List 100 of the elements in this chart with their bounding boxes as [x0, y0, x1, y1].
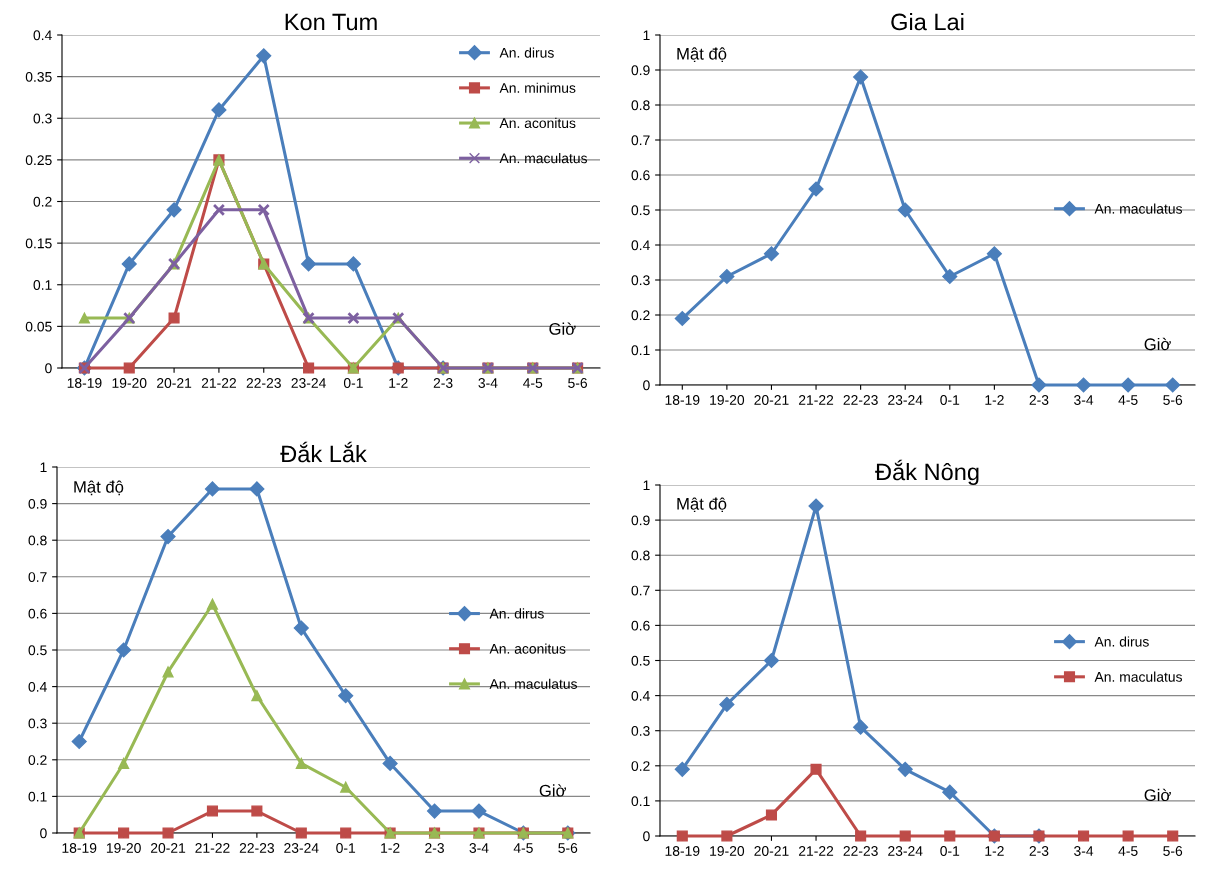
x-tick-label: 4-5 [513, 843, 533, 853]
x-tick-label: 1-2 [985, 395, 1004, 405]
y-tick-label: 0.7 [28, 572, 47, 582]
x-tick-label: 1-2 [985, 846, 1004, 856]
x-tick-label: 2-3 [1029, 846, 1049, 856]
x-tick-label: 3-4 [1074, 395, 1094, 405]
y-tick-label: 0.1 [33, 280, 52, 290]
legend-label: An. maculatus [1094, 203, 1182, 214]
y-tick-label: 0.3 [28, 718, 47, 729]
y-tick-label: 0.6 [631, 620, 650, 631]
chart-title: Đắk Lắk [280, 441, 367, 463]
x-tick-label: 0-1 [940, 395, 960, 405]
x-tick-label: 18-19 [67, 378, 102, 388]
x-tick-label: 20-21 [754, 395, 789, 405]
x-tick-label: 19-20 [710, 395, 745, 405]
x-tick-label: 1-2 [381, 843, 400, 853]
y-tick-label: 0 [643, 831, 650, 842]
y-tick-label: 0.8 [631, 100, 650, 111]
x-axis-title: Giờ [1144, 337, 1171, 351]
x-tick-label: 20-21 [754, 846, 789, 856]
x-tick-label: 2-3 [433, 378, 453, 388]
y-tick-label: 0.5 [631, 655, 650, 666]
x-tick-label: 21-22 [201, 378, 236, 388]
x-axis-title: Giờ [1144, 788, 1171, 802]
legend-label: An. minimus [499, 82, 576, 93]
y-tick-label: 0.2 [631, 761, 650, 771]
y-tick-label: 0.9 [28, 498, 47, 509]
x-tick-label: 5-6 [1163, 395, 1183, 405]
x-tick-label: 22-23 [246, 378, 281, 388]
y-tick-label: 0.5 [28, 645, 47, 656]
x-axis-title: Giờ [549, 322, 576, 335]
x-tick-label: 3-4 [469, 843, 489, 853]
legend-label: An. aconitus [499, 117, 576, 129]
x-tick-label: 5-6 [568, 378, 588, 388]
y-tick-label: 0.4 [28, 681, 47, 692]
y-tick-label: 1 [643, 480, 650, 491]
x-tick-label: 22-23 [843, 395, 878, 405]
legend-label: An. maculatus [489, 678, 577, 689]
x-tick-label: 5-6 [1163, 846, 1183, 856]
x-tick-label: 21-22 [798, 395, 834, 405]
x-tick-label: 19-20 [710, 846, 745, 856]
y-tick-label: 0.3 [631, 275, 650, 286]
x-tick-label: 19-20 [106, 843, 141, 853]
x-tick-label: 18-19 [665, 395, 700, 405]
y-axis-title: Mật độ [74, 480, 124, 496]
y-tick-label: 0.8 [631, 550, 650, 561]
y-tick-label: 0 [40, 828, 47, 839]
x-tick-label: 2-3 [1029, 395, 1049, 405]
x-tick-label: 4-5 [523, 378, 543, 388]
y-tick-label: 0.5 [631, 205, 650, 216]
x-tick-label: 3-4 [1074, 846, 1094, 856]
y-tick-label: 0.7 [631, 585, 650, 596]
y-tick-label: 0.4 [631, 690, 650, 701]
x-tick-label: 20-21 [157, 378, 192, 388]
y-tick-label: 0.35 [25, 71, 52, 82]
x-tick-label: 23-24 [284, 843, 319, 853]
legend-label: An. dirus [489, 608, 544, 619]
x-tick-label: 4-5 [1118, 395, 1138, 405]
y-tick-label: 0.1 [631, 796, 650, 807]
y-tick-label: 0.3 [33, 113, 52, 124]
x-tick-label: 23-24 [888, 395, 923, 405]
x-tick-label: 20-21 [150, 843, 186, 853]
y-tick-label: 0.9 [631, 65, 650, 76]
x-tick-label: 23-24 [291, 378, 326, 388]
legend-label: An. maculatus [499, 153, 587, 164]
x-tick-label: 23-24 [888, 846, 923, 856]
x-tick-label: 0-1 [343, 378, 363, 388]
y-axis-title: Mật độ [677, 497, 727, 513]
x-tick-label: 1-2 [389, 378, 408, 388]
legend-label: An. maculatus [1094, 671, 1182, 682]
y-tick-label: 0.8 [28, 535, 47, 546]
x-tick-label: 22-23 [239, 843, 275, 853]
y-tick-label: 0.25 [25, 155, 52, 166]
y-tick-label: 0.2 [28, 755, 47, 765]
x-tick-label: 0-1 [336, 843, 356, 853]
y-tick-label: 0.05 [25, 321, 52, 332]
x-tick-label: 3-4 [478, 378, 498, 388]
y-axis-title: Mật độ [677, 47, 727, 63]
x-tick-label: 21-22 [195, 843, 230, 853]
y-tick-label: 0.4 [631, 240, 650, 251]
x-tick-label: 18-19 [665, 846, 700, 856]
y-tick-label: 0.4 [33, 30, 52, 41]
y-tick-label: 0.7 [631, 135, 650, 146]
x-tick-label: 19-20 [112, 378, 147, 388]
y-tick-label: 0.3 [631, 726, 650, 736]
chart-title: Kon Tum [285, 13, 377, 31]
legend-label: An. aconitus [489, 643, 566, 654]
x-tick-label: 22-23 [843, 846, 878, 856]
y-tick-label: 0.2 [33, 196, 52, 207]
chart-title: Đắk Nông [875, 459, 979, 485]
x-tick-label: 0-1 [940, 846, 960, 856]
y-tick-label: 0.1 [631, 345, 650, 356]
y-tick-label: 0.15 [25, 238, 52, 249]
y-tick-label: 0.2 [631, 310, 650, 321]
legend-label: An. dirus [499, 47, 554, 58]
chart-title: Gia Lai [891, 12, 964, 31]
x-tick-label: 4-5 [1118, 846, 1138, 856]
x-tick-label: 5-6 [558, 843, 578, 853]
y-tick-label: 0 [45, 363, 52, 374]
legend-label: An. dirus [1094, 636, 1149, 647]
